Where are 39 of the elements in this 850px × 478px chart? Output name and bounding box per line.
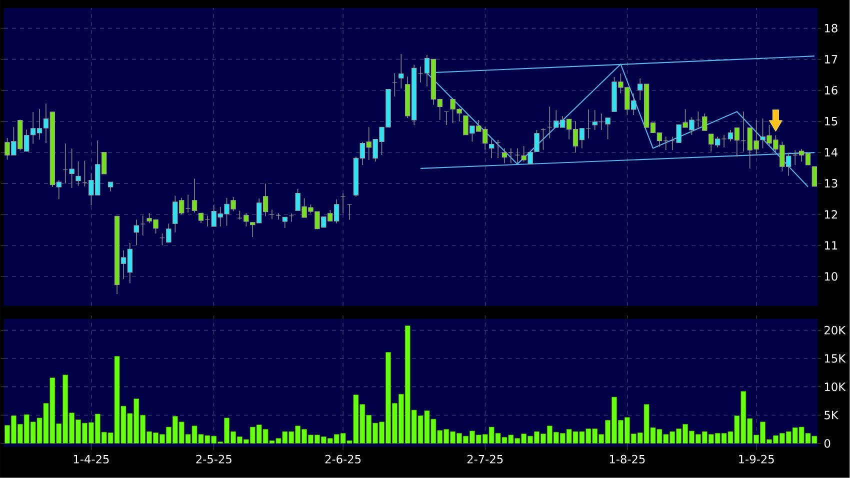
y-tick-label: 5K [824,410,839,420]
y-tick-label: 11 [824,241,838,250]
x-tick-label: 1-9-25 [739,454,774,464]
candlestick [444,111,449,126]
candlestick [392,72,398,97]
candlestick [108,182,114,192]
y-tick-label: 17 [824,55,838,64]
candlestick [398,54,404,89]
y-tick-label: 15 [824,117,838,126]
candlestick [540,128,546,150]
candlestick [134,219,139,246]
candlestick [269,209,275,220]
y-tick-label: 12 [824,210,838,219]
candlestick [812,166,818,187]
x-tick-label: 1-8-25 [610,454,645,464]
x-tick-label: 1-4-25 [74,454,109,464]
x-tick-label: 2-6-25 [325,454,361,464]
candlestick [514,148,520,164]
candlestick [495,140,501,159]
x-tick-label: 2-7-25 [467,454,503,464]
y-tick-label: 15K [824,354,846,363]
y-tick-label: 10 [824,272,838,281]
candlestick [346,204,352,220]
y-tick-label: 14 [824,148,838,157]
candlestick [340,192,346,214]
candlestick [140,215,146,236]
candlestick [276,212,282,220]
y-tick-label: 10K [824,382,846,392]
y-tick-label: 13 [824,179,838,188]
y-tick-label: 18 [824,24,838,33]
candlestick [76,160,81,186]
candlestick [488,138,494,159]
y-tick-label: 16 [824,86,838,95]
x-tick-label: 2-5-25 [196,454,232,464]
candlestick [282,216,288,228]
y-tick-label: 20K [824,326,846,335]
y-tick-label: 0 [824,439,830,448]
candlestick [534,130,540,152]
candlestick [288,213,294,222]
